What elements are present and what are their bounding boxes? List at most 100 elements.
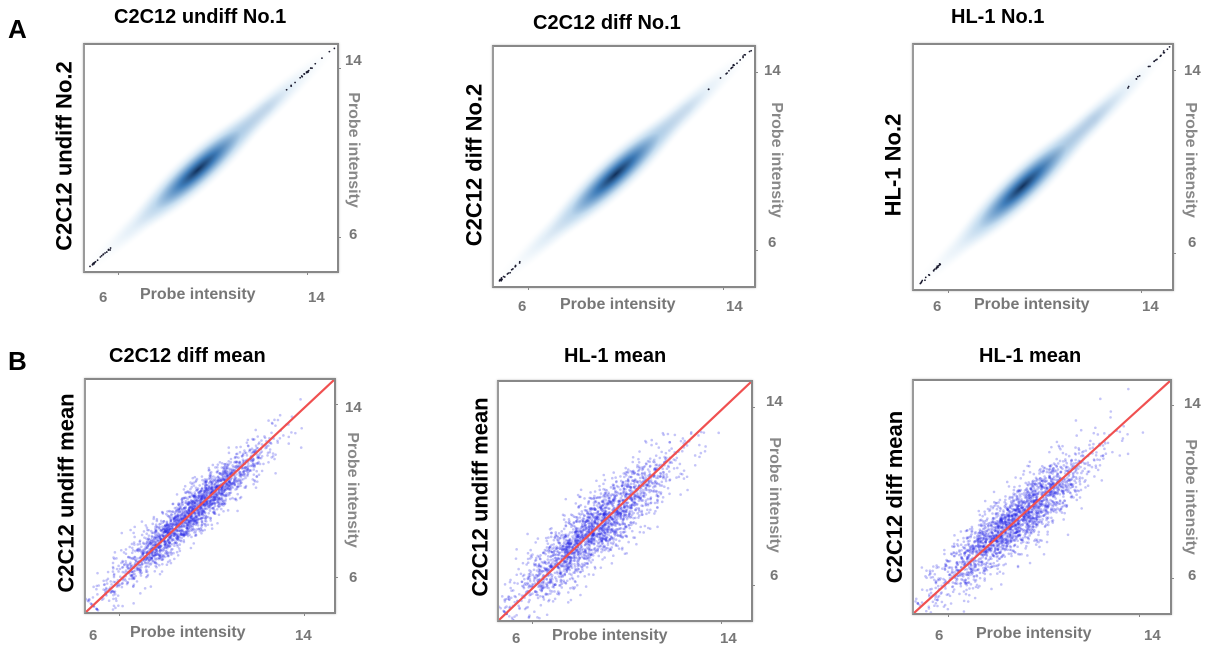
scatter-point xyxy=(581,570,584,573)
scatter-point xyxy=(579,594,582,597)
scatter-point xyxy=(528,599,531,602)
density-outlier-point xyxy=(301,76,303,78)
scatter-point xyxy=(223,473,226,476)
plot-title: HL-1 mean xyxy=(979,345,1081,368)
scatter-point xyxy=(246,475,249,478)
scatter-point xyxy=(653,459,656,462)
scatter-point xyxy=(196,499,199,502)
scatter-point xyxy=(700,452,703,455)
scatter-point xyxy=(545,537,548,540)
scatter-point xyxy=(640,498,643,501)
scatter-point xyxy=(661,501,664,504)
scatter-point xyxy=(115,599,118,602)
scatter-point xyxy=(221,472,224,475)
scatter-point xyxy=(570,599,573,602)
x-tick-mark xyxy=(723,286,724,290)
scatter-point xyxy=(589,507,592,510)
scatter-point xyxy=(524,608,527,611)
scatter-point xyxy=(154,532,157,535)
scatter-point xyxy=(148,534,151,537)
scatter-point xyxy=(230,458,233,461)
scatter-point xyxy=(668,441,671,444)
scatter-point xyxy=(552,554,555,557)
scatter-point xyxy=(287,442,290,445)
scatter-point xyxy=(562,579,565,582)
scatter-point xyxy=(193,531,196,534)
scatter-point xyxy=(205,493,208,496)
scatter-point xyxy=(623,506,626,509)
scatter-point xyxy=(511,617,514,620)
scatter-point xyxy=(584,505,587,508)
scatter-point xyxy=(663,485,666,488)
scatter-point xyxy=(534,590,537,593)
scatter-point xyxy=(570,564,573,567)
scatter-point xyxy=(1018,485,1021,488)
y-axis-label: C2C12 undiff No.2 xyxy=(51,61,77,250)
scatter-point xyxy=(131,557,134,560)
scatter-point xyxy=(546,613,549,616)
y-tick-mark xyxy=(1172,253,1176,254)
scatter-point xyxy=(562,563,565,566)
scatter-point xyxy=(641,473,644,476)
scatter-point xyxy=(112,608,115,611)
scatter-point xyxy=(562,548,565,551)
scatter-point xyxy=(520,580,523,583)
scatter-point xyxy=(648,470,651,473)
scatter-point xyxy=(665,473,668,476)
scatter-point xyxy=(609,538,612,541)
scatter-point xyxy=(620,535,623,538)
scatter-point xyxy=(627,468,630,471)
scatter-points xyxy=(499,431,720,620)
density-outlier-point xyxy=(936,265,938,267)
density-outlier-point xyxy=(507,272,509,274)
x-tick-label: 6 xyxy=(933,298,941,315)
scatter-point xyxy=(189,481,192,484)
scatter-point xyxy=(161,511,164,514)
scatter-point xyxy=(529,572,532,575)
scatter-point xyxy=(674,434,677,437)
scatter-point xyxy=(161,558,164,561)
scatter-point xyxy=(108,599,111,602)
scatter-point xyxy=(638,450,641,453)
scatter-point xyxy=(161,525,164,528)
scatter-point xyxy=(300,446,303,449)
scatter-point xyxy=(621,523,624,526)
scatter-point xyxy=(200,490,203,493)
scatter-point xyxy=(183,488,186,491)
density-outlier-point xyxy=(750,50,752,52)
density-outlier-point xyxy=(736,62,738,64)
density-outlier-point xyxy=(921,281,923,283)
scatter-point xyxy=(144,587,147,590)
scatter-point xyxy=(179,518,182,521)
scatter-point xyxy=(633,504,636,507)
scatter-point xyxy=(560,586,563,589)
y-tick-mark xyxy=(751,585,755,586)
scatter-point xyxy=(644,525,647,528)
scatter-point xyxy=(166,563,169,566)
scatter-point xyxy=(638,461,641,464)
scatter-point xyxy=(189,527,192,530)
scatter-point xyxy=(645,441,648,444)
scatter-point xyxy=(536,565,539,568)
scatter-point xyxy=(546,578,549,581)
y-axis-label: C2C12 undiff mean xyxy=(53,393,79,592)
scatter-point xyxy=(550,532,553,535)
scatter-point xyxy=(174,511,177,514)
scatter-point xyxy=(186,498,189,501)
scatter-point xyxy=(582,520,585,523)
scatter-point xyxy=(220,508,223,511)
scatter-point xyxy=(598,485,601,488)
scatter-point xyxy=(598,533,601,536)
plot-title: HL-1 No.1 xyxy=(951,6,1044,29)
scatter-point xyxy=(559,576,562,579)
scatter-point xyxy=(87,600,90,603)
scatter-point xyxy=(154,557,157,560)
scatter-point xyxy=(612,485,615,488)
scatter-point xyxy=(1074,459,1077,462)
scatter-point xyxy=(533,610,536,613)
scatter-point xyxy=(640,504,643,507)
scatter-point xyxy=(594,549,597,552)
scatter-point xyxy=(639,526,642,529)
scatter-point xyxy=(190,547,193,550)
x-tick-mark xyxy=(528,286,529,290)
